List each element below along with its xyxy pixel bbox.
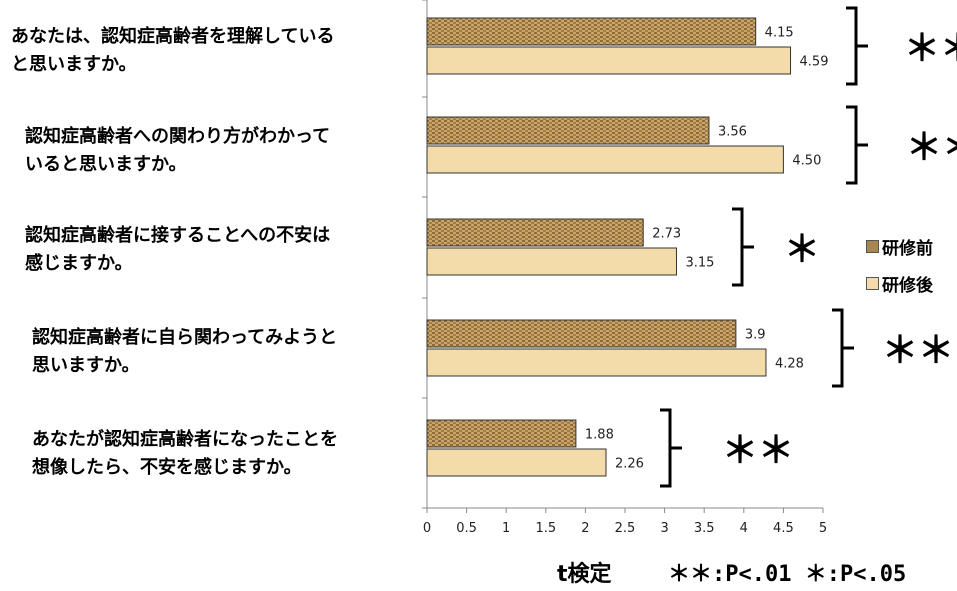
significance-marker: ＊＊ [904,28,957,69]
data-label: 4.50 [792,154,821,169]
category-label-line: 感じますか。 [25,253,133,274]
legend-swatch-before [866,240,879,253]
category-label: 認知症高齢者に接することへの不安は 感じますか。 [25,222,330,278]
x-tick-label: 2.5 [615,521,636,536]
bar-before [426,17,757,46]
x-tick-label: 0.5 [456,521,477,536]
x-tick-label: 1 [502,521,510,536]
category-label-line: 認知症高齢者に自ら関わってみようと [32,327,338,348]
legend-item-after: 研修後 [866,271,933,296]
category-label-line: 想像したら、不安を感じますか。 [32,457,302,478]
significance-marker: ＊＊ [906,127,957,168]
x-tick-label: 4 [740,521,748,536]
legend-swatch-after [866,277,879,290]
x-tick-label: 3.5 [694,521,715,536]
category-label: あなたが認知症高齢者になったことを 想像したら、不安を感じますか。 [32,426,338,482]
x-tick-label: 1.5 [535,521,556,536]
footnote: t検定 ＊＊:P<.01 ＊:P<.05 [557,556,906,588]
category-label-line: 認知症高齢者への関わり方がわかって [25,126,331,147]
significance-marker: ＊＊ [722,430,794,471]
data-label: 1.88 [585,428,614,443]
bar-before [426,116,710,145]
legend-item-before: 研修前 [866,234,933,259]
category-label-line: あなたが認知症高齢者になったことを [32,429,338,450]
category-label-line: あなたは、認知症高齢者を理解している [11,26,335,47]
x-tick-label: 2 [581,521,589,536]
category-label: 認知症高齢者に自ら関わってみようと 思いますか。 [32,324,337,380]
x-tick-label: 4.5 [773,521,794,536]
significance-marker: ＊ [784,229,820,270]
x-tick-label: 0 [423,521,431,536]
bar-after [426,247,677,276]
data-label: 3.9 [745,328,766,343]
bar-after [426,448,607,477]
bar-after [426,145,784,174]
footnote-test: t検定 [557,562,612,587]
significance-bracket [732,207,754,287]
category-label-line: 認知症高齢者に接することへの不安は [25,225,331,246]
data-label: 4.28 [775,357,804,372]
data-label: 4.59 [800,55,829,70]
data-label: 3.15 [685,256,714,271]
bar-after [426,46,792,75]
category-label: あなたは、認知症高齢者を理解している と思いますか。 [11,23,334,79]
legend-label-after: 研修後 [882,276,933,296]
data-label: 2.26 [615,457,644,472]
x-tick-label: 5 [819,521,827,536]
footnote-significance: ＊＊:P<.01 ＊:P<.05 [668,562,907,587]
data-label: 3.56 [718,125,747,140]
x-tick-label: 3 [660,521,668,536]
bar-before [426,419,577,448]
significance-marker: ＊＊ [882,330,954,371]
significance-bracket [846,6,868,86]
data-label: 4.15 [765,26,794,41]
bar-after [426,348,767,377]
category-label-line: と思いますか。 [11,54,137,75]
legend-label-before: 研修前 [882,239,933,259]
significance-bracket [660,408,682,488]
significance-bracket [832,308,854,388]
category-label-line: 思いますか。 [32,355,140,376]
category-label-line: いると思いますか。 [25,154,187,175]
category-label: 認知症高齢者への関わり方がわかって いると思いますか。 [25,123,330,179]
significance-bracket [846,105,868,185]
bar-before [426,319,737,348]
bar-before [426,218,644,247]
data-label: 2.73 [652,227,681,242]
